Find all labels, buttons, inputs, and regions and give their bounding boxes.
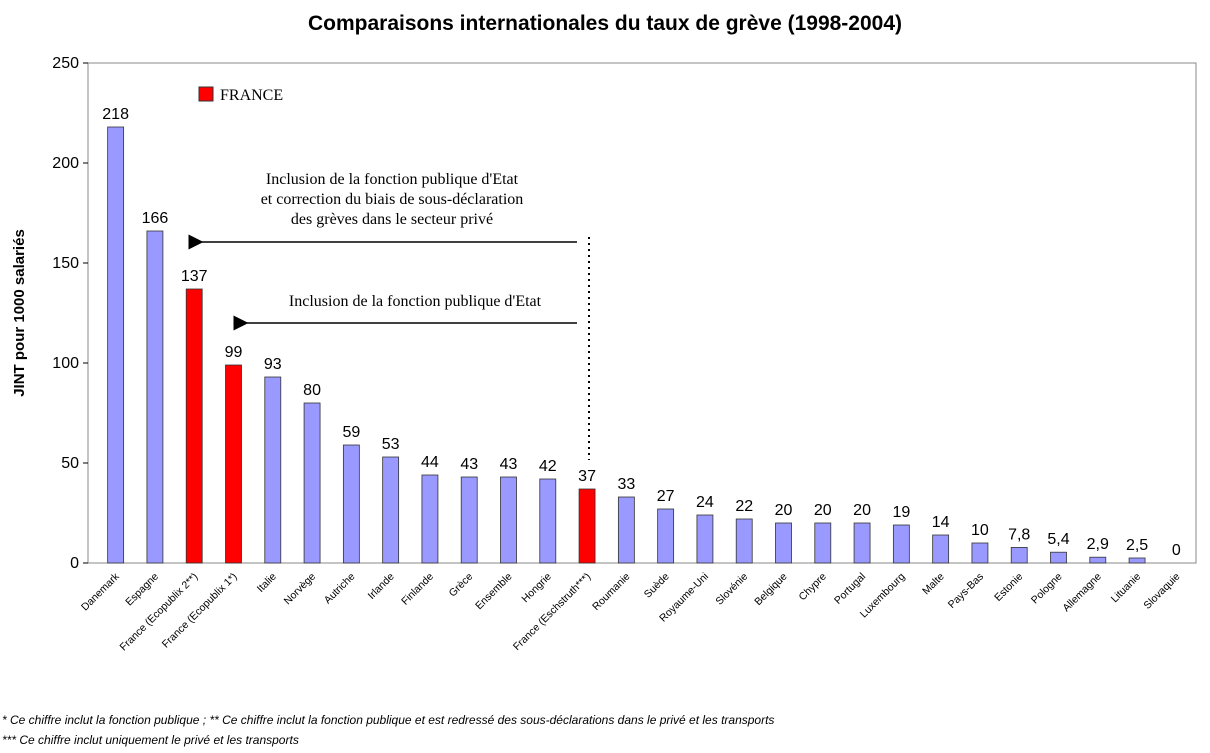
bar [853,522,871,564]
bar [1050,551,1067,564]
x-tick-label: Belgique [752,571,789,608]
legend-label: FRANCE [220,87,283,104]
value-label: 2,9 [1087,536,1109,553]
x-tick-label: Slovénie [713,571,750,608]
x-tick-label: Suède [642,571,672,601]
value-label: 42 [539,458,557,475]
x-tick-label: Pays-Bas [946,571,986,611]
annotation: des grèves dans le secteur privé [291,211,493,228]
x-tick-label: Ensemble [473,571,515,613]
bar [107,126,125,564]
bar [146,230,164,564]
value-label: 99 [225,344,243,361]
value-label: 14 [932,514,950,531]
x-tick-label: Hongrie [519,571,554,606]
bar [696,514,714,564]
value-label: 24 [696,494,714,511]
x-tick-label: Norvège [282,571,319,608]
value-label: 53 [382,436,400,453]
x-tick-label: Danemark [79,570,122,613]
bar [421,474,439,564]
bar [1010,547,1028,564]
y-axis-label: JINT pour 1000 salariés [11,229,28,397]
bar [264,376,282,564]
bar [539,478,557,564]
annotation: Inclusion de la fonction publique d'Etat [289,293,542,310]
bar [657,508,675,564]
bar [303,402,321,564]
footnote: *** Ce chiffre inclut uniquement le priv… [2,733,299,747]
value-label: 43 [500,456,518,473]
bar [460,476,478,564]
annotation: Inclusion de la fonction publique d'Etat [266,171,519,188]
y-tick-label: 200 [52,155,79,172]
x-tick-label: Estonie [992,571,1025,604]
x-tick-label: Irlande [366,571,397,602]
value-label: 37 [578,468,596,485]
chart-title: Comparaisons internationales du taux de … [308,12,902,35]
x-tick-label: France (Eschstruth***) [511,571,593,653]
y-tick-label: 250 [52,55,79,72]
value-label: 80 [303,382,321,399]
x-tick-label: Italie [255,571,279,595]
y-tick-label: 50 [61,455,79,472]
value-label: 20 [775,502,793,519]
value-label: 10 [971,522,989,539]
value-label: 5,4 [1047,531,1069,548]
y-tick-label: 150 [52,255,79,272]
y-tick-label: 100 [52,355,79,372]
value-label: 93 [264,356,282,373]
x-tick-label: France (Ecopublix 1*) [160,571,240,651]
x-tick-label: Slovaquie [1141,571,1182,612]
bar [1128,557,1146,564]
value-label: 2,5 [1126,537,1148,554]
bar [775,522,792,564]
value-label: 7,8 [1008,526,1030,543]
bar [971,542,989,564]
bar [735,518,753,564]
x-tick-label: Roumanie [590,571,632,613]
bar [342,444,360,564]
plot-frame [87,62,1197,564]
x-tick-label: Malte [920,571,947,598]
y-tick-label: 0 [70,555,79,572]
x-tick-label: Espagne [123,571,161,609]
value-label: 166 [142,210,169,227]
annotation: et correction du biais de sous-déclarati… [261,191,524,208]
value-label: 43 [460,456,478,473]
x-tick-label: Allemagne [1060,571,1104,615]
bar [932,534,950,564]
value-label: 59 [342,424,360,441]
bar [814,522,832,564]
value-label: 0 [1172,542,1181,559]
bar [892,524,910,564]
x-tick-label: Lituanie [1109,571,1144,606]
footnote: * Ce chiffre inclut la fonction publique… [2,713,774,727]
value-label: 137 [181,268,208,285]
x-tick-label: Finlande [399,571,436,608]
legend-swatch [198,86,214,102]
value-label: 19 [892,504,910,521]
x-tick-label: Chypre [796,571,829,604]
value-label: 22 [735,498,753,515]
bar [1089,556,1107,564]
x-tick-label: France (Ecopublix 2**) [118,571,201,654]
bar [500,476,517,564]
value-label: 27 [657,488,675,505]
bar [225,364,242,564]
bar [185,288,203,564]
value-label: 20 [814,502,832,519]
value-label: 33 [617,476,635,493]
x-tick-label: Autriche [322,571,358,607]
x-tick-label: Grèce [447,571,476,600]
value-label: 20 [853,502,871,519]
bar [382,456,400,564]
value-label: 218 [102,106,129,123]
x-tick-label: Pologne [1029,571,1065,607]
bar [578,488,596,564]
x-tick-label: Portugal [832,571,868,607]
bar [617,496,635,564]
value-label: 44 [421,454,439,471]
